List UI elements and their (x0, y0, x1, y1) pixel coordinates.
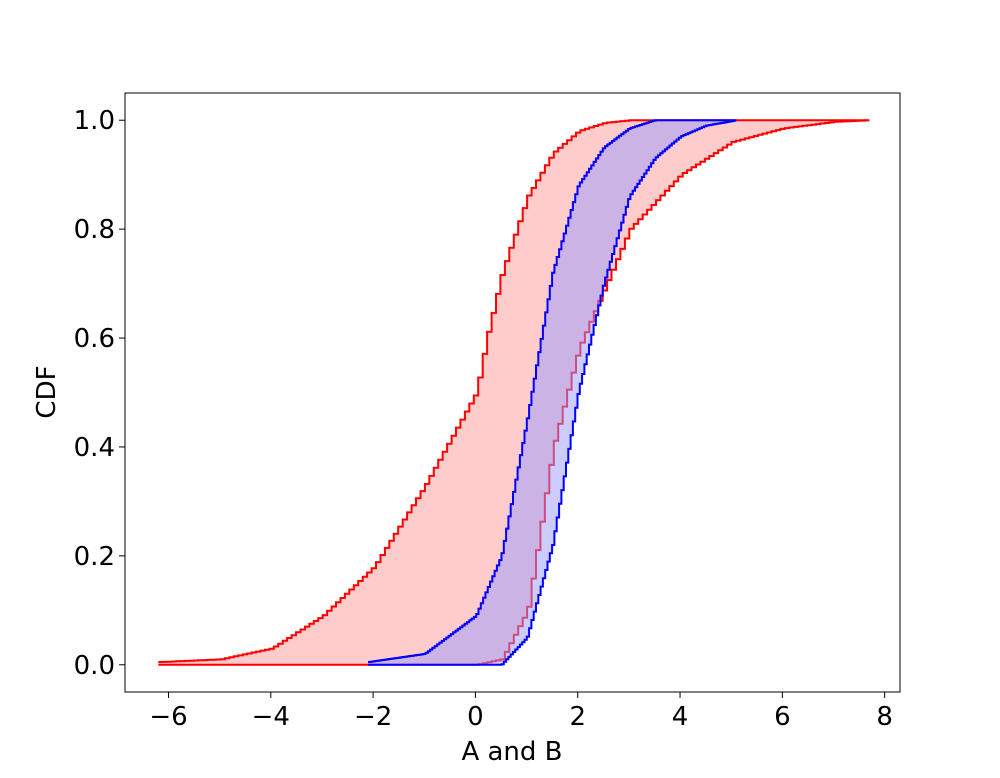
y-axis-label: CDF (32, 365, 62, 418)
x-tick-label: 8 (876, 702, 893, 732)
x-axis-label: A and B (461, 737, 562, 767)
x-tick-label: −6 (149, 702, 187, 732)
cdf-bands (158, 119, 870, 666)
plot-area-frame (124, 92, 901, 693)
band-2-lower-line (368, 119, 737, 666)
y-tick-label: 0.0 (74, 651, 115, 681)
band-2-upper-line (368, 119, 737, 663)
y-tick-label: 0.6 (74, 324, 115, 354)
band-fill-2 (368, 120, 737, 665)
x-axis-ticks: −6 −4 −2 0 2 4 6 8 (149, 692, 893, 732)
y-tick-label: 0.8 (74, 215, 115, 245)
y-tick-label: 0.4 (74, 433, 115, 463)
y-tick-label: 1.0 (74, 106, 115, 136)
x-tick-label: −4 (252, 702, 290, 732)
x-tick-label: −2 (354, 702, 392, 732)
x-tick-label: 0 (467, 702, 484, 732)
x-tick-label: 6 (774, 702, 791, 732)
y-axis-ticks: 0.0 0.2 0.4 0.6 0.8 1.0 (74, 106, 125, 681)
x-tick-label: 4 (672, 702, 689, 732)
y-tick-label: 0.2 (74, 542, 115, 572)
band-fill-1 (158, 120, 870, 665)
x-tick-label: 2 (569, 702, 586, 732)
